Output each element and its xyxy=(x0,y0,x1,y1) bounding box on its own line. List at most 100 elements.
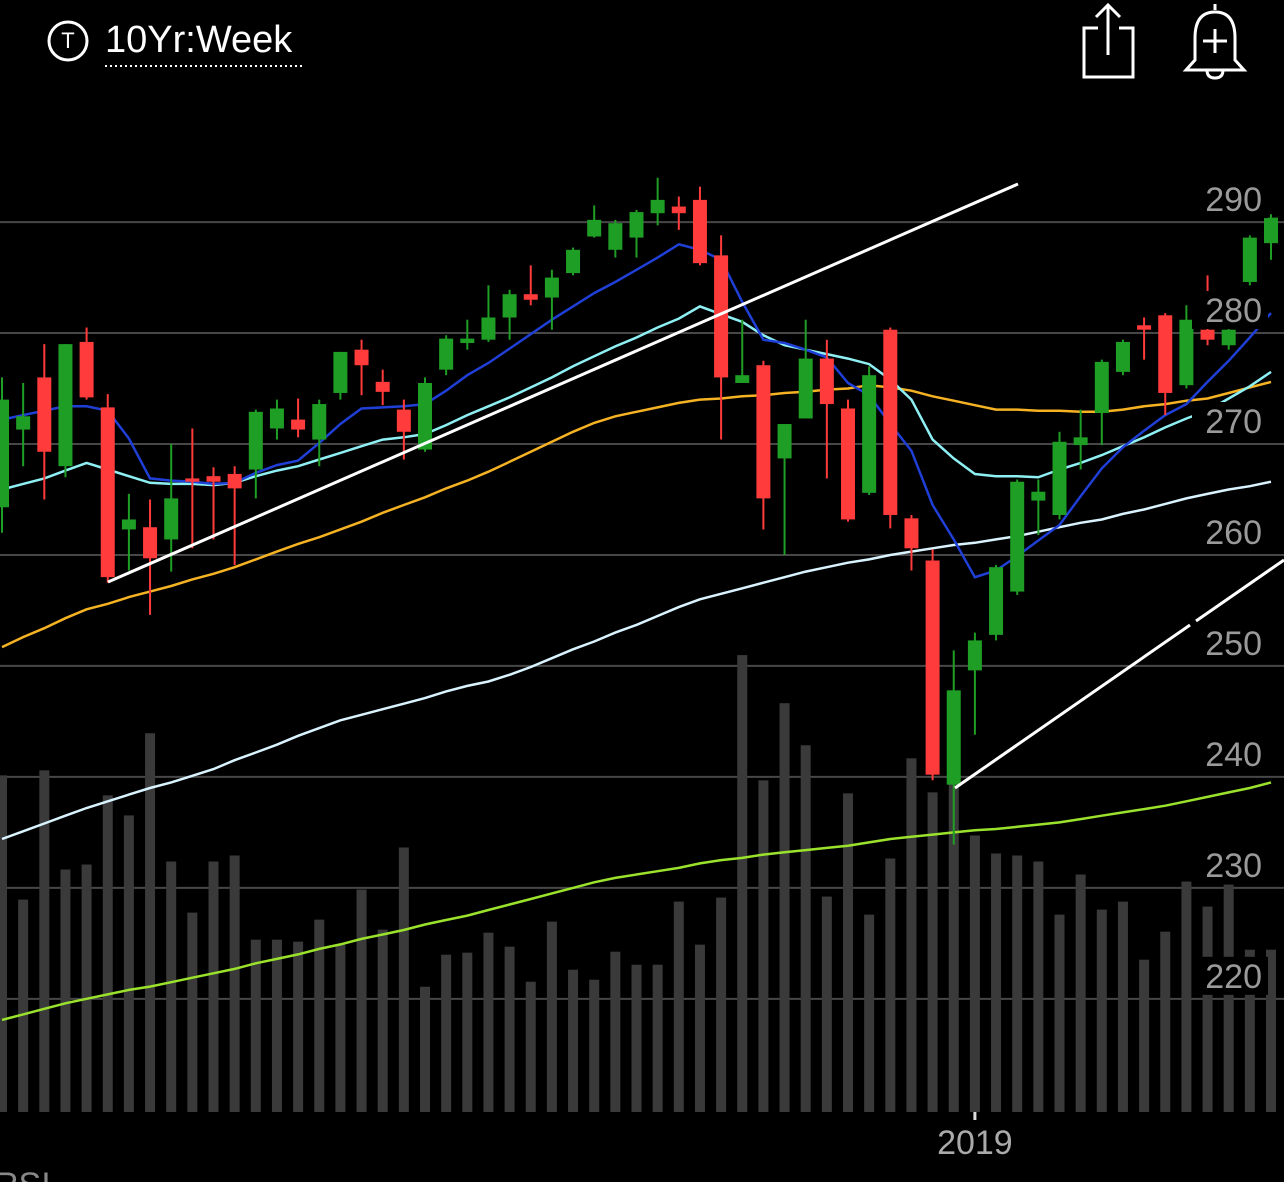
volume-bar xyxy=(483,932,494,1112)
candle-body xyxy=(1221,329,1236,346)
volume-bar xyxy=(546,921,557,1112)
candle-body xyxy=(967,640,982,671)
candle-body xyxy=(946,690,961,785)
y-tick-label-backing xyxy=(1192,734,1268,773)
candle-body xyxy=(671,206,686,214)
volume-bar xyxy=(1096,909,1107,1112)
candle-body xyxy=(798,358,813,419)
candle-body xyxy=(1158,315,1173,393)
candle-body xyxy=(354,349,369,366)
volume-bar xyxy=(525,981,536,1112)
volume-bar xyxy=(1033,861,1044,1112)
volume-bar xyxy=(187,912,198,1112)
candle-body xyxy=(1200,329,1215,340)
candle-body xyxy=(1115,341,1130,372)
y-tick-label: 230 xyxy=(1205,847,1262,885)
y-tick-label: 280 xyxy=(1205,292,1262,330)
candle-body xyxy=(37,377,52,452)
volume-bar xyxy=(441,954,452,1112)
volume-bar xyxy=(758,780,769,1112)
moving-average-line xyxy=(1,781,1272,1022)
x-tick-label: 2019 xyxy=(937,1124,1013,1162)
candle-body xyxy=(1179,319,1194,386)
candle-body xyxy=(206,476,221,482)
candle-body xyxy=(100,407,115,578)
volume-bar xyxy=(1139,959,1150,1112)
candle-body xyxy=(1052,441,1067,516)
volume-bar xyxy=(293,941,304,1112)
candle-body xyxy=(523,294,538,300)
volume-bar xyxy=(208,861,219,1112)
candle-body xyxy=(1242,237,1257,282)
trendline xyxy=(954,623,1191,790)
y-tick-label-backing xyxy=(1192,291,1268,330)
y-tick-label-backing xyxy=(1192,623,1268,662)
alert-button[interactable] xyxy=(1182,4,1248,80)
share-box xyxy=(1082,26,1135,79)
header: T 10Yr:Week xyxy=(47,2,1248,80)
volume-bar xyxy=(864,914,875,1112)
volume-bar xyxy=(821,896,832,1112)
volume-bar xyxy=(694,944,705,1112)
volume-bar xyxy=(60,869,71,1112)
candle-body xyxy=(58,344,73,467)
candle-body xyxy=(396,409,411,432)
y-tick-label-backing xyxy=(1192,402,1268,440)
candle-body xyxy=(143,527,158,559)
candle-body xyxy=(1010,481,1025,592)
moving-average-line xyxy=(1,380,1272,649)
candle-body xyxy=(629,212,644,238)
candle-body xyxy=(460,338,475,344)
moving-average-line xyxy=(1,480,1272,841)
timeframe-title[interactable]: 10Yr:Week xyxy=(105,19,293,61)
volume-bar xyxy=(398,847,409,1112)
volume-bar xyxy=(652,964,663,1112)
y-tick-label: 220 xyxy=(1205,958,1262,996)
volume-bar xyxy=(377,929,388,1112)
volume-bar xyxy=(462,952,473,1112)
volume-bar xyxy=(420,986,430,1112)
candle-body xyxy=(16,416,31,430)
y-tick-label: 290 xyxy=(1205,181,1262,219)
volume-bar xyxy=(1054,914,1065,1112)
volume-bar xyxy=(229,855,240,1112)
symbol-icon-letter: T xyxy=(61,28,74,53)
candle-body xyxy=(185,478,200,482)
volume-bar xyxy=(568,969,579,1112)
candle-body xyxy=(989,567,1004,635)
share-button[interactable] xyxy=(1082,2,1135,79)
candle-body xyxy=(1094,361,1109,413)
y-tick-label-backing xyxy=(1192,845,1268,884)
volume-bar xyxy=(81,864,92,1112)
volume-bar xyxy=(39,770,50,1112)
candle-body xyxy=(756,365,771,499)
y-tick-label-backing xyxy=(1192,180,1268,219)
trendline xyxy=(1195,558,1284,623)
volume-bar xyxy=(843,793,853,1112)
volume-bar xyxy=(969,835,980,1112)
share-arrow-head xyxy=(1094,2,1122,19)
candle-body xyxy=(248,411,263,470)
candle-body xyxy=(714,255,729,378)
candle-body xyxy=(1073,437,1088,446)
candle-body xyxy=(1264,217,1278,244)
volume-bar xyxy=(356,889,367,1112)
volume-bar xyxy=(1266,949,1276,1112)
volume-bar xyxy=(906,758,917,1112)
symbol-icon[interactable] xyxy=(47,20,89,62)
candle-body xyxy=(544,277,559,298)
volume-bar xyxy=(314,919,325,1112)
candle-body xyxy=(587,219,602,237)
candle-body xyxy=(312,404,327,440)
volume-bar xyxy=(1181,881,1192,1112)
lower-panel-label: RSI xyxy=(0,1166,51,1182)
candle-body xyxy=(0,399,9,508)
volume-bar xyxy=(1202,906,1213,1112)
candle-body xyxy=(121,519,136,530)
candle-body xyxy=(692,199,707,264)
candle-body xyxy=(1137,325,1152,330)
y-tick-label: 260 xyxy=(1205,514,1262,552)
volume-bar xyxy=(737,655,748,1112)
candle-body xyxy=(841,408,855,520)
